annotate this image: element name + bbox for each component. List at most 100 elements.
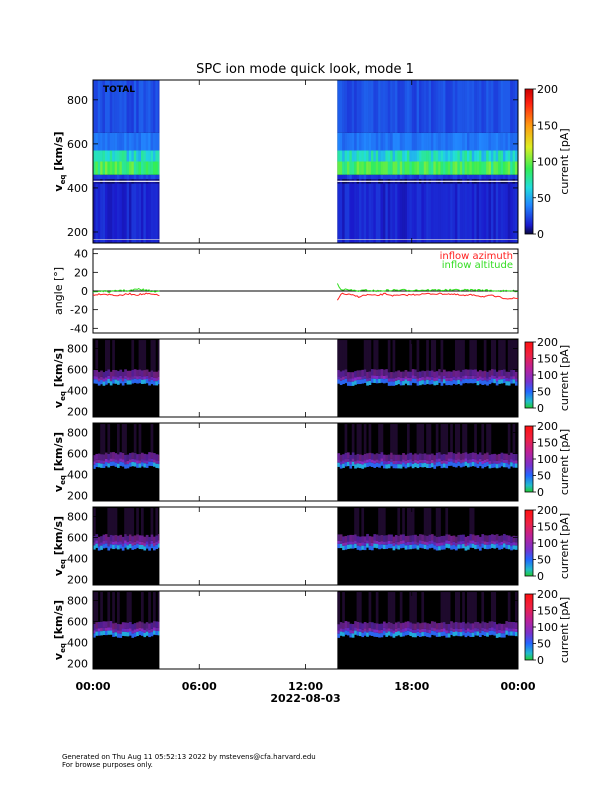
cup1-heatmap-cell: [117, 371, 120, 378]
cup4-heatmap-cell: [375, 623, 379, 630]
cup3-heatmap-cell: [493, 544, 497, 549]
cup2-heatmap-cell: [150, 461, 154, 467]
cup4-heatmap-cell: [375, 629, 379, 633]
cup4-heatmap-cell: [490, 627, 494, 631]
cup3-heatmap-cell: [406, 535, 410, 543]
total-heatmap-cell: [112, 183, 115, 243]
cup1-heatmap-cell: [510, 379, 513, 384]
cup2-heatmap-cell: [339, 454, 343, 462]
cup4-heatmap-cell: [514, 628, 518, 632]
cup1-heatmap-cell: [457, 370, 461, 377]
total-heatmap-cell: [464, 150, 468, 162]
total-heatmap-cell: [119, 174, 123, 180]
cup3-heatmap-cell: [129, 540, 132, 544]
total-heatmap-cell: [131, 183, 135, 243]
total-heatmap-cell: [117, 132, 120, 151]
total-heatmap-cell: [356, 132, 360, 151]
total-heatmap-cell: [486, 132, 489, 151]
cup3-heatmap-cell: [481, 540, 485, 544]
cup2-heatmap-cell: [435, 424, 439, 453]
cup2-heatmap-cell: [157, 464, 160, 469]
total-heatmap-cell: [476, 174, 480, 180]
cup4-heatmap-cell: [344, 630, 348, 635]
cup1-heatmap-cell: [145, 369, 149, 376]
cup2-heatmap-cell: [464, 452, 468, 459]
cup1-heatmap-cell: [481, 380, 485, 385]
cup3-heatmap-cell: [418, 534, 422, 541]
angle-y-tick-label: 0: [81, 285, 88, 298]
total-heatmap-cell: [493, 80, 497, 133]
total-heatmap-cell: [502, 183, 506, 243]
cup4-heatmap-cell: [445, 592, 449, 624]
total-heatmap-cell: [442, 150, 446, 162]
cup2-heatmap-cell: [351, 458, 355, 462]
cup2-heatmap-cell: [409, 452, 413, 460]
cup1-heatmap-cell: [478, 370, 482, 377]
cup3-heatmap-cell: [119, 534, 123, 542]
cup2-heatmap-cell: [102, 424, 106, 455]
cup4-heatmap-cell: [390, 622, 393, 630]
cup2-colorbar-tick-label: 50: [537, 470, 551, 483]
cup3-heatmap-cell: [109, 544, 113, 549]
cup2-heatmap-cell: [433, 464, 437, 469]
cup4-heatmap-cell: [121, 628, 125, 632]
cup4-heatmap-cell: [430, 627, 434, 631]
cup1-heatmap-cell: [459, 371, 463, 378]
cup4-heatmap-cell: [447, 630, 451, 634]
cup3-heatmap-cell: [471, 508, 475, 535]
cup1-heatmap-cell: [124, 378, 127, 384]
cup3-heatmap-cell: [100, 542, 103, 546]
total-heatmap-cell: [361, 161, 365, 175]
total-heatmap-cell: [95, 174, 99, 180]
cup1-heatmap-cell: [385, 369, 389, 376]
cup3-heatmap-cell: [346, 541, 350, 545]
total-heatmap-cell: [358, 161, 362, 175]
total-colorbar: [524, 88, 534, 235]
total-heatmap-cell: [418, 150, 422, 162]
cup2-heatmap-cell: [471, 458, 475, 462]
total-heatmap-cell: [488, 150, 492, 162]
cup1-heatmap-cell: [390, 381, 393, 386]
cup2-heatmap-cell: [394, 464, 398, 469]
total-heatmap-cell: [392, 150, 396, 162]
cup2-heatmap-cell: [370, 453, 374, 460]
cup4-heatmap-cell: [390, 629, 393, 633]
cup2-heatmap-cell: [346, 461, 350, 467]
cup3-heatmap-cell: [423, 535, 427, 542]
cup3-heatmap-cell: [483, 535, 487, 542]
cup3-heatmap-cell: [126, 542, 130, 546]
cup1-heatmap-cell: [459, 381, 463, 386]
total-heatmap-cell: [342, 174, 345, 180]
cup3-heatmap-cell: [378, 545, 381, 550]
total-heatmap-cell: [404, 183, 408, 243]
total-heatmap-cell: [100, 80, 103, 133]
cup1-heatmap-cell: [342, 376, 345, 380]
cup4-heatmap-cell: [126, 592, 130, 623]
cup3-heatmap-cell: [514, 542, 518, 546]
total-heatmap-cell: [143, 150, 147, 162]
total-heatmap-cell: [445, 174, 449, 180]
cup4-heatmap-cell: [483, 622, 487, 629]
total-heatmap-cell: [423, 161, 427, 175]
total-heatmap-cell: [114, 161, 118, 175]
cup2-heatmap-cell: [124, 461, 127, 465]
cup4-heatmap-cell: [406, 627, 410, 631]
cup2-heatmap-cell: [394, 424, 398, 455]
cup4-heatmap-cell: [117, 592, 120, 624]
total-heatmap-cell: [380, 150, 384, 162]
cup1-heatmap-cell: [462, 340, 465, 370]
cup2-heatmap-cell: [133, 424, 137, 453]
cup1-heatmap-cell: [382, 375, 386, 380]
cup1-heatmap-cell: [488, 379, 492, 385]
cup4-heatmap-cell: [141, 628, 144, 632]
cup2-heatmap-cell: [145, 463, 149, 468]
cup4-heatmap-cell: [507, 631, 511, 636]
total-heatmap-cell: [474, 161, 477, 175]
cup2-y-label: veq [km/s]: [52, 432, 67, 492]
cup1-heatmap-cell: [339, 377, 343, 381]
cup1-heatmap-cell: [150, 370, 154, 377]
total-heatmap-cell: [368, 174, 372, 180]
cup2-heatmap-cell: [356, 460, 360, 464]
total-heatmap-cell: [505, 174, 509, 180]
total-heatmap-cell: [493, 132, 497, 151]
